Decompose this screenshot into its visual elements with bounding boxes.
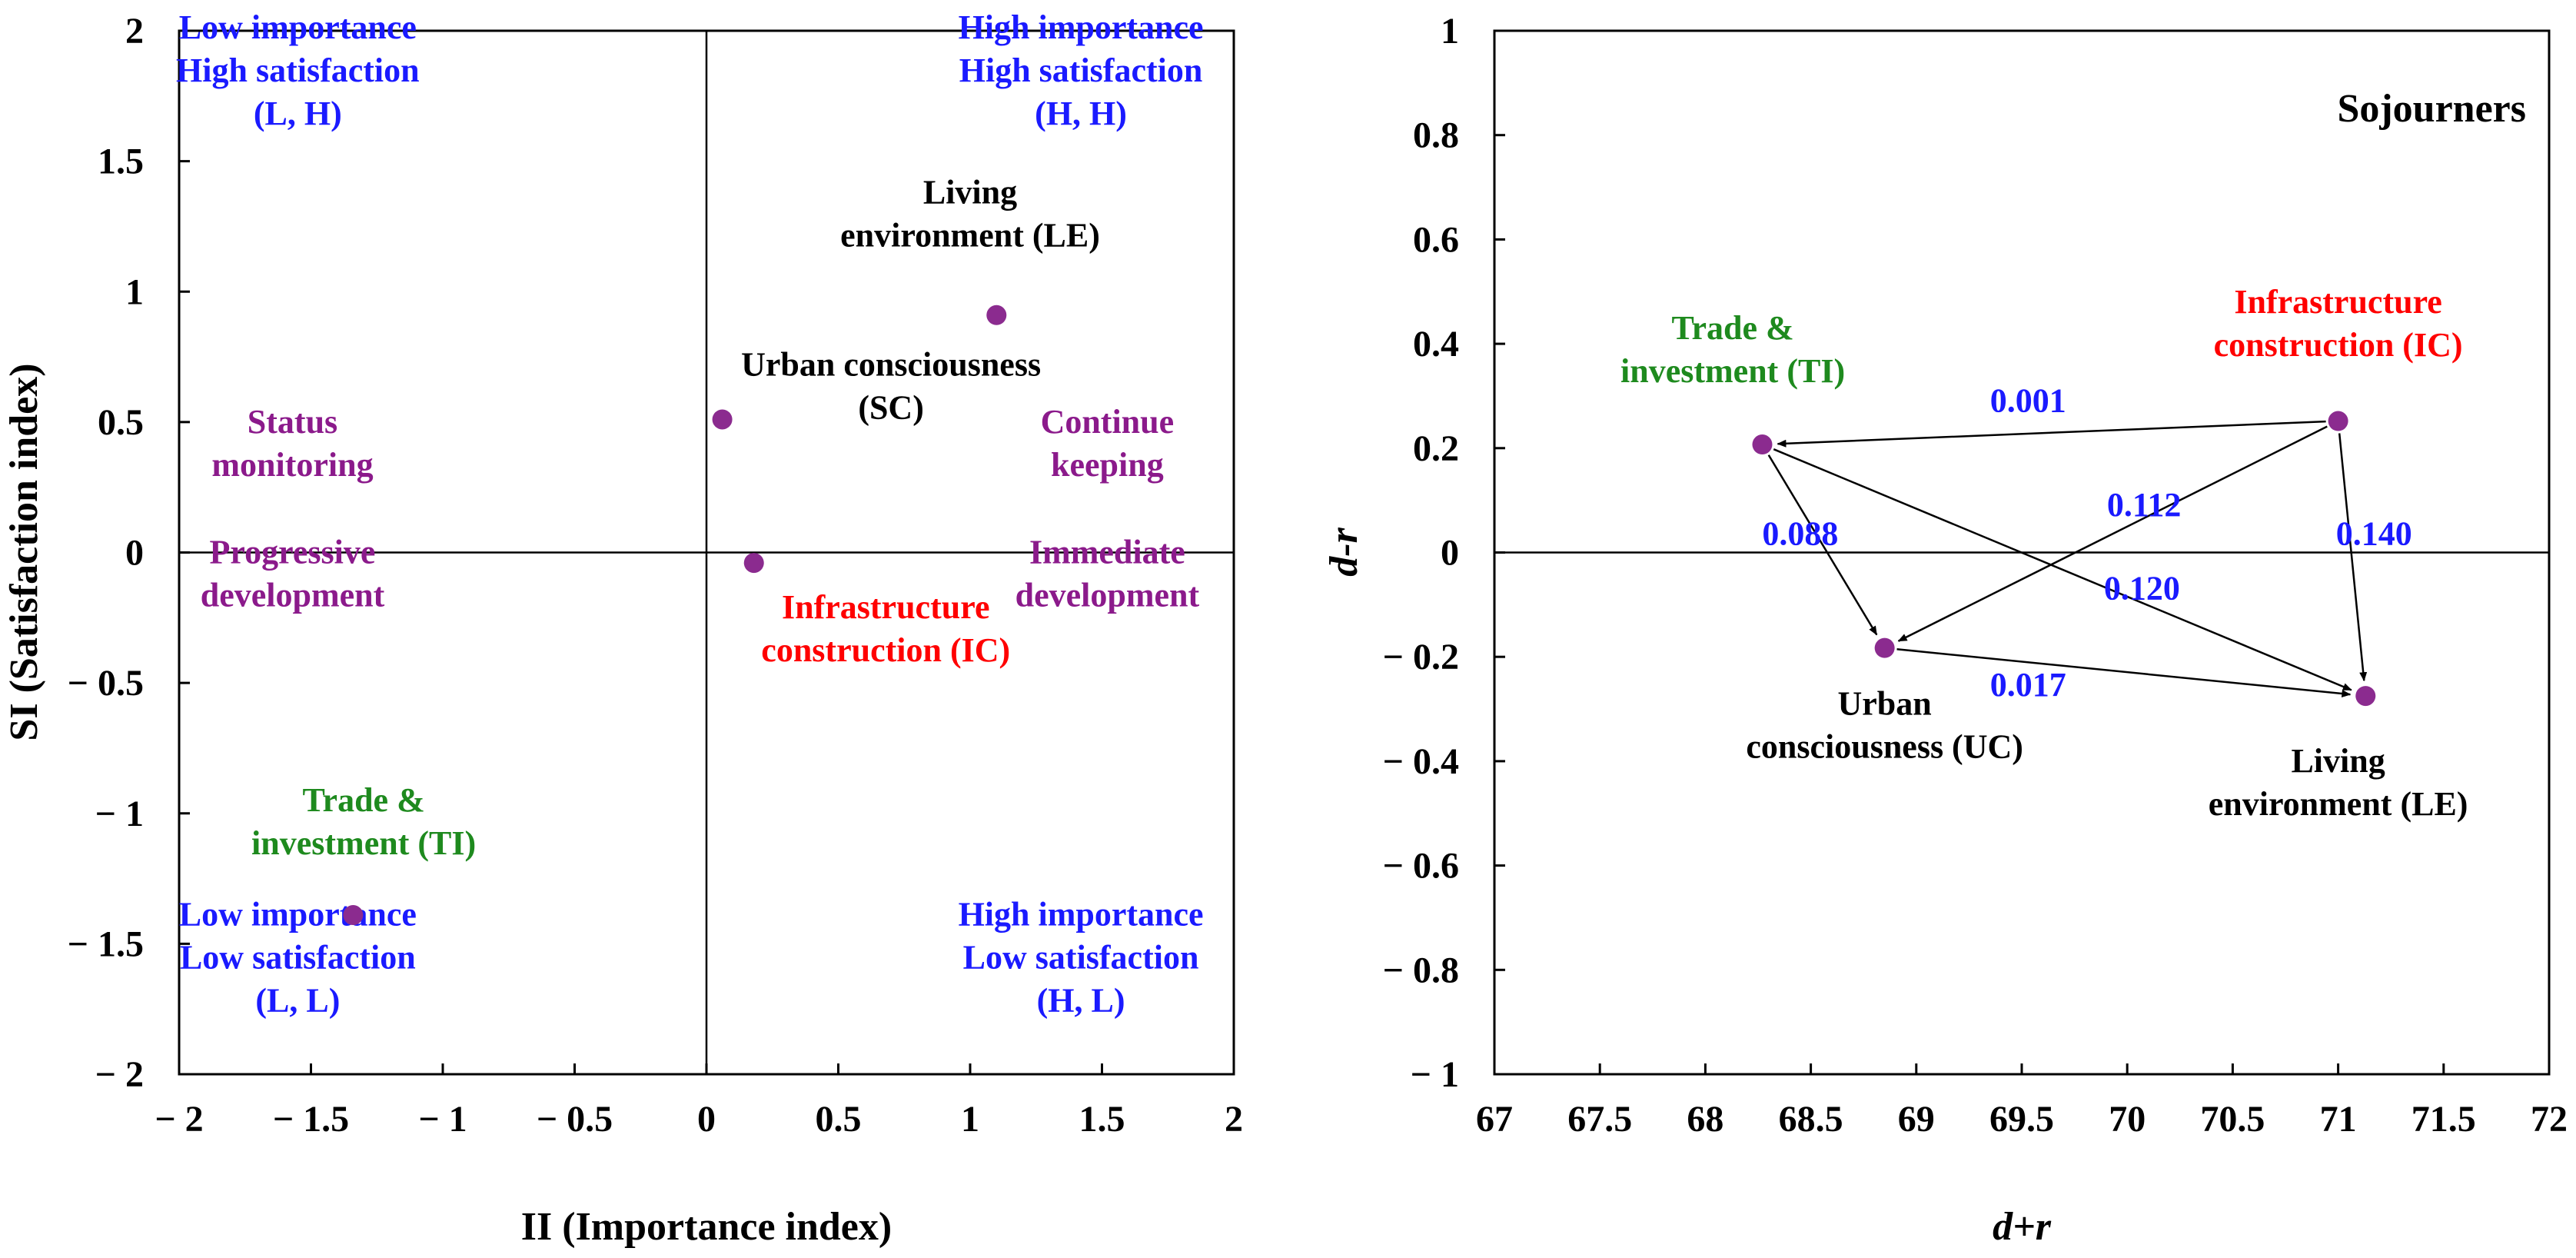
annotation-label: High importance High satisfaction (H, H) [959, 8, 1204, 132]
x-tick-label: − 0.5 [537, 1099, 613, 1140]
x-tick-label: 67.5 [1567, 1099, 1632, 1140]
x-tick-label: 70.5 [2200, 1099, 2265, 1140]
annotation-label: High importance Low satisfaction (H, L) [959, 895, 1204, 1019]
x-tick-label: 70 [2109, 1099, 2146, 1140]
annotations: Low importance High satisfaction (L, H) Hig… [176, 8, 1203, 1019]
x-axis-title: d+r [1993, 1205, 2052, 1249]
y-tick-label: − 0.8 [1383, 950, 1459, 990]
x-tick-label: 69.5 [1989, 1099, 2054, 1140]
y-tick-label: 1.5 [98, 141, 144, 182]
y-tick-label: − 0.6 [1383, 846, 1459, 887]
influence-arrow [1777, 420, 2326, 448]
x-tick-label: − 1.5 [273, 1099, 349, 1140]
cause-effect-chart: 67 67.5 68 68.5 69 69.5 70 70.5 71 71.5 72 − 1 − 0.8… [1322, 11, 2568, 1249]
y-tick-label: − 1.5 [68, 924, 144, 964]
influence-weight-label: 0.017 [1990, 666, 2066, 704]
annotation-label: Low importance High satisfaction (L, H) [176, 8, 420, 132]
y-tick-label: 0.2 [1413, 428, 1459, 469]
y-tick-label: − 0.4 [1383, 741, 1459, 782]
x-tick-label: 72 [2531, 1099, 2568, 1140]
x-tick-label: 68.5 [1779, 1099, 1843, 1140]
x-tick-label: 71 [2320, 1099, 2357, 1140]
x-tick-label: 0 [697, 1099, 716, 1140]
annotation-label: Living environment (LE) [2209, 742, 2468, 823]
data-point [986, 305, 1007, 325]
influence-arrow [1897, 425, 2328, 642]
y-tick-label: 1 [125, 271, 144, 312]
annotation-label: Living environment (LE) [840, 173, 1100, 254]
annotation-label: Status monitoring [211, 403, 373, 484]
ticks: − 2 − 1.5 − 1 − 0.5 0 0.5 1 1.5 2 − 2 − 1.5 − 1 − 0.… [68, 11, 1243, 1140]
x-tick-label: 69 [1898, 1099, 1935, 1140]
points [343, 305, 1007, 926]
x-tick-label: 1.5 [1079, 1099, 1125, 1140]
x-tick-label: 68 [1687, 1099, 1723, 1140]
annotation-label: Trade & investment (TI) [251, 781, 476, 862]
influence-weight-label: 0.001 [1990, 381, 2066, 419]
data-point [1874, 637, 1895, 658]
annotation-label: Infrastructure construction (IC) [2214, 283, 2463, 364]
annotation-label: Urban consciousness (UC) [1746, 684, 2023, 765]
influence-arrow [1773, 448, 2352, 691]
y-tick-label: 0.4 [1413, 324, 1459, 364]
y-tick-label: 1 [1441, 11, 1459, 52]
annotation-label: Continue keeping [1041, 403, 1175, 484]
x-tick-label: − 2 [155, 1099, 203, 1140]
influence-weight-label: 0.112 [2107, 486, 2182, 524]
x-tick-label: 2 [1225, 1099, 1243, 1140]
influence-arrows: 0.001 0.112 0.140 0.088 0.120 0.017 [1762, 381, 2411, 704]
annotation-label: Immediate development [1015, 534, 1200, 614]
y-tick-label: 0 [1441, 533, 1459, 574]
influence-weight-label: 0.140 [2336, 514, 2412, 552]
influence-arrow [1767, 454, 1878, 636]
data-point [2328, 411, 2348, 431]
y-tick-label: 2 [125, 11, 144, 52]
points [1752, 411, 2376, 707]
y-tick-label: − 2 [95, 1054, 144, 1095]
y-tick-label: 0 [125, 533, 144, 574]
influence-weight-label: 0.088 [1762, 514, 1838, 552]
data-point [343, 905, 364, 926]
data-point [1752, 434, 1773, 455]
annotations: Trade & investment (TI) Infrastructure cons… [1620, 283, 2468, 823]
reference-lines [179, 31, 1234, 1074]
influence-arrow [2338, 433, 2368, 682]
y-tick-label: − 1 [95, 794, 144, 834]
x-tick-label: 71.5 [2411, 1099, 2476, 1140]
y-tick-label: − 0.2 [1383, 637, 1459, 677]
annotation-label: Progressive development [201, 534, 385, 614]
annotation-label: Low importance Low satisfaction (L, L) [179, 895, 417, 1019]
y-tick-label: 0.8 [1413, 115, 1459, 156]
x-tick-label: 0.5 [816, 1099, 862, 1140]
ticks: 67 67.5 68 68.5 69 69.5 70 70.5 71 71.5 72 − 1 − 0.8… [1383, 11, 2568, 1140]
influence-weight-label: 0.120 [2104, 570, 2180, 607]
data-point [743, 553, 764, 574]
y-axis-title: SI (Satisfaction index) [2, 363, 46, 740]
x-tick-label: 1 [961, 1099, 979, 1140]
y-axis-title: d-r [1322, 527, 1366, 576]
y-tick-label: − 1 [1411, 1054, 1459, 1095]
annotation-label: Infrastructure construction (IC) [761, 588, 1010, 669]
data-point [712, 409, 733, 430]
y-tick-label: 0.6 [1413, 219, 1459, 260]
annotation-label: Urban consciousness (SC) [741, 345, 1041, 426]
data-point [2355, 686, 2376, 707]
y-tick-label: 0.5 [98, 402, 144, 443]
x-tick-label: − 1 [418, 1099, 467, 1140]
influence-arrow [1896, 648, 2352, 697]
x-tick-label: 67 [1476, 1099, 1513, 1140]
x-axis-title: II (Importance index) [521, 1205, 892, 1249]
annotation-label: Trade & investment (TI) [1620, 309, 1845, 390]
importance-satisfaction-chart: − 2 − 1.5 − 1 − 0.5 0 0.5 1 1.5 2 − 2 − 1.5 − 1 − 0.… [2, 8, 1243, 1249]
y-tick-label: − 0.5 [68, 663, 144, 704]
chart-title: Sojourners [2337, 87, 2526, 131]
